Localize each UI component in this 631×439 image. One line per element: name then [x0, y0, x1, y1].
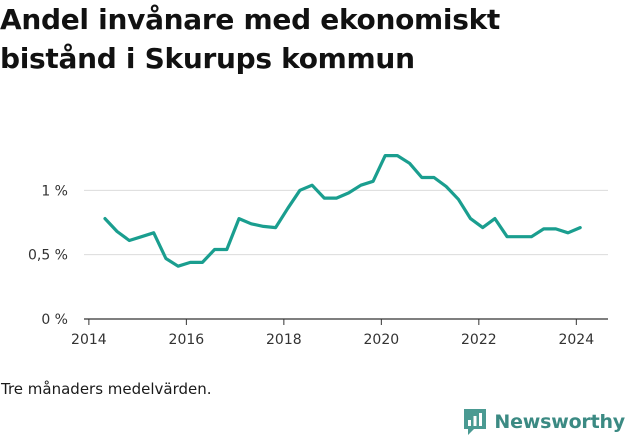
x-tick-label: 2024 — [558, 332, 594, 348]
line-chart: 0 % 0,5 % 1 % 2014 2016 2018 2020 2022 2024 — [28, 154, 608, 348]
y-tick-label: 0 % — [41, 312, 68, 328]
x-tick-label: 2020 — [364, 332, 400, 348]
x-tick-label: 2016 — [169, 332, 205, 348]
x-tick-label: 2022 — [461, 332, 497, 348]
series-line — [103, 154, 582, 268]
y-tick-label: 0,5 % — [28, 248, 68, 264]
newsworthy-logo-icon — [464, 409, 487, 435]
chart-title: Andel invånare med ekonomiskt bistånd i … — [0, 3, 501, 75]
x-tick-label: 2014 — [71, 332, 107, 348]
brand[interactable]: Newsworthy — [462, 406, 625, 438]
y-tick-label: 1 % — [41, 183, 68, 199]
footnote: Tre månaders medelvärden. — [1, 380, 212, 398]
y-axis-ticks: 0 % 0,5 % 1 % — [28, 183, 68, 328]
x-tick-label: 2018 — [266, 332, 302, 348]
data-series — [103, 154, 582, 268]
grid-lines — [84, 189, 608, 320]
x-axis-ticks: 2014 2016 2018 2020 2022 2024 — [71, 319, 594, 348]
brand-name: Newsworthy — [494, 411, 625, 433]
